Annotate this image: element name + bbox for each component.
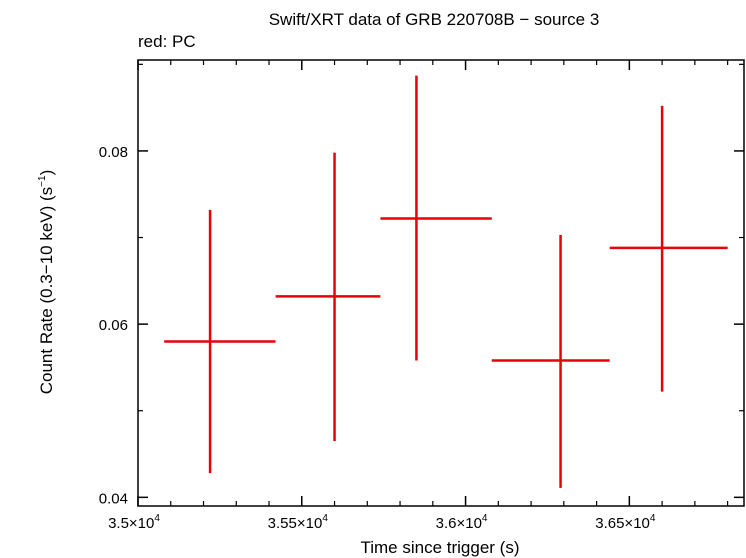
y-tick-label: 0.04 [99,490,128,507]
x-tick-mantissa: 3.5×10 [108,515,154,532]
x-tick-mantissa: 3.65×10 [595,515,650,532]
x-tick-label: 3.55×104 [268,513,329,532]
y-axis-label-exponent: −1 [37,175,48,187]
y-axis-label-close: ) [37,170,56,176]
data-series-pc [164,75,728,488]
data-point [609,105,728,392]
x-tick-mantissa: 3.55×10 [268,515,323,532]
x-tick-mantissa: 3.6×10 [436,515,482,532]
plot-border [137,59,745,507]
data-point [164,209,276,474]
y-axis-label-main: Count Rate (0.3−10 keV) (s [37,187,56,394]
chart-title: Swift/XRT data of GRB 220708B − source 3 [269,10,600,29]
y-axis-ticks [138,63,744,499]
x-axis-ticks [137,60,729,506]
x-tick-exponent: 4 [322,513,328,524]
x-tick-exponent: 4 [154,513,160,524]
x-tick-exponent: 4 [650,513,656,524]
y-tick-label: 0.06 [99,317,128,334]
data-point [275,152,381,442]
x-tick-label: 3.65×104 [595,513,656,532]
chart-subtitle: red: PC [138,32,196,51]
y-tick-label: 0.08 [99,144,128,161]
y-axis-label: Count Rate (0.3−10 keV) (s−1) [37,170,56,395]
y-axis-tick-labels: 0.04 0.06 0.08 [99,144,128,507]
data-point [380,75,492,361]
x-axis-label: Time since trigger (s) [360,538,519,557]
x-tick-label: 3.6×104 [436,513,488,532]
plot-frame [137,59,745,507]
x-axis-tick-labels: 3.5×104 3.55×104 3.6×104 3.65×104 [108,513,656,532]
x-tick-exponent: 4 [482,513,488,524]
data-point [491,234,610,488]
x-tick-label: 3.5×104 [108,513,160,532]
